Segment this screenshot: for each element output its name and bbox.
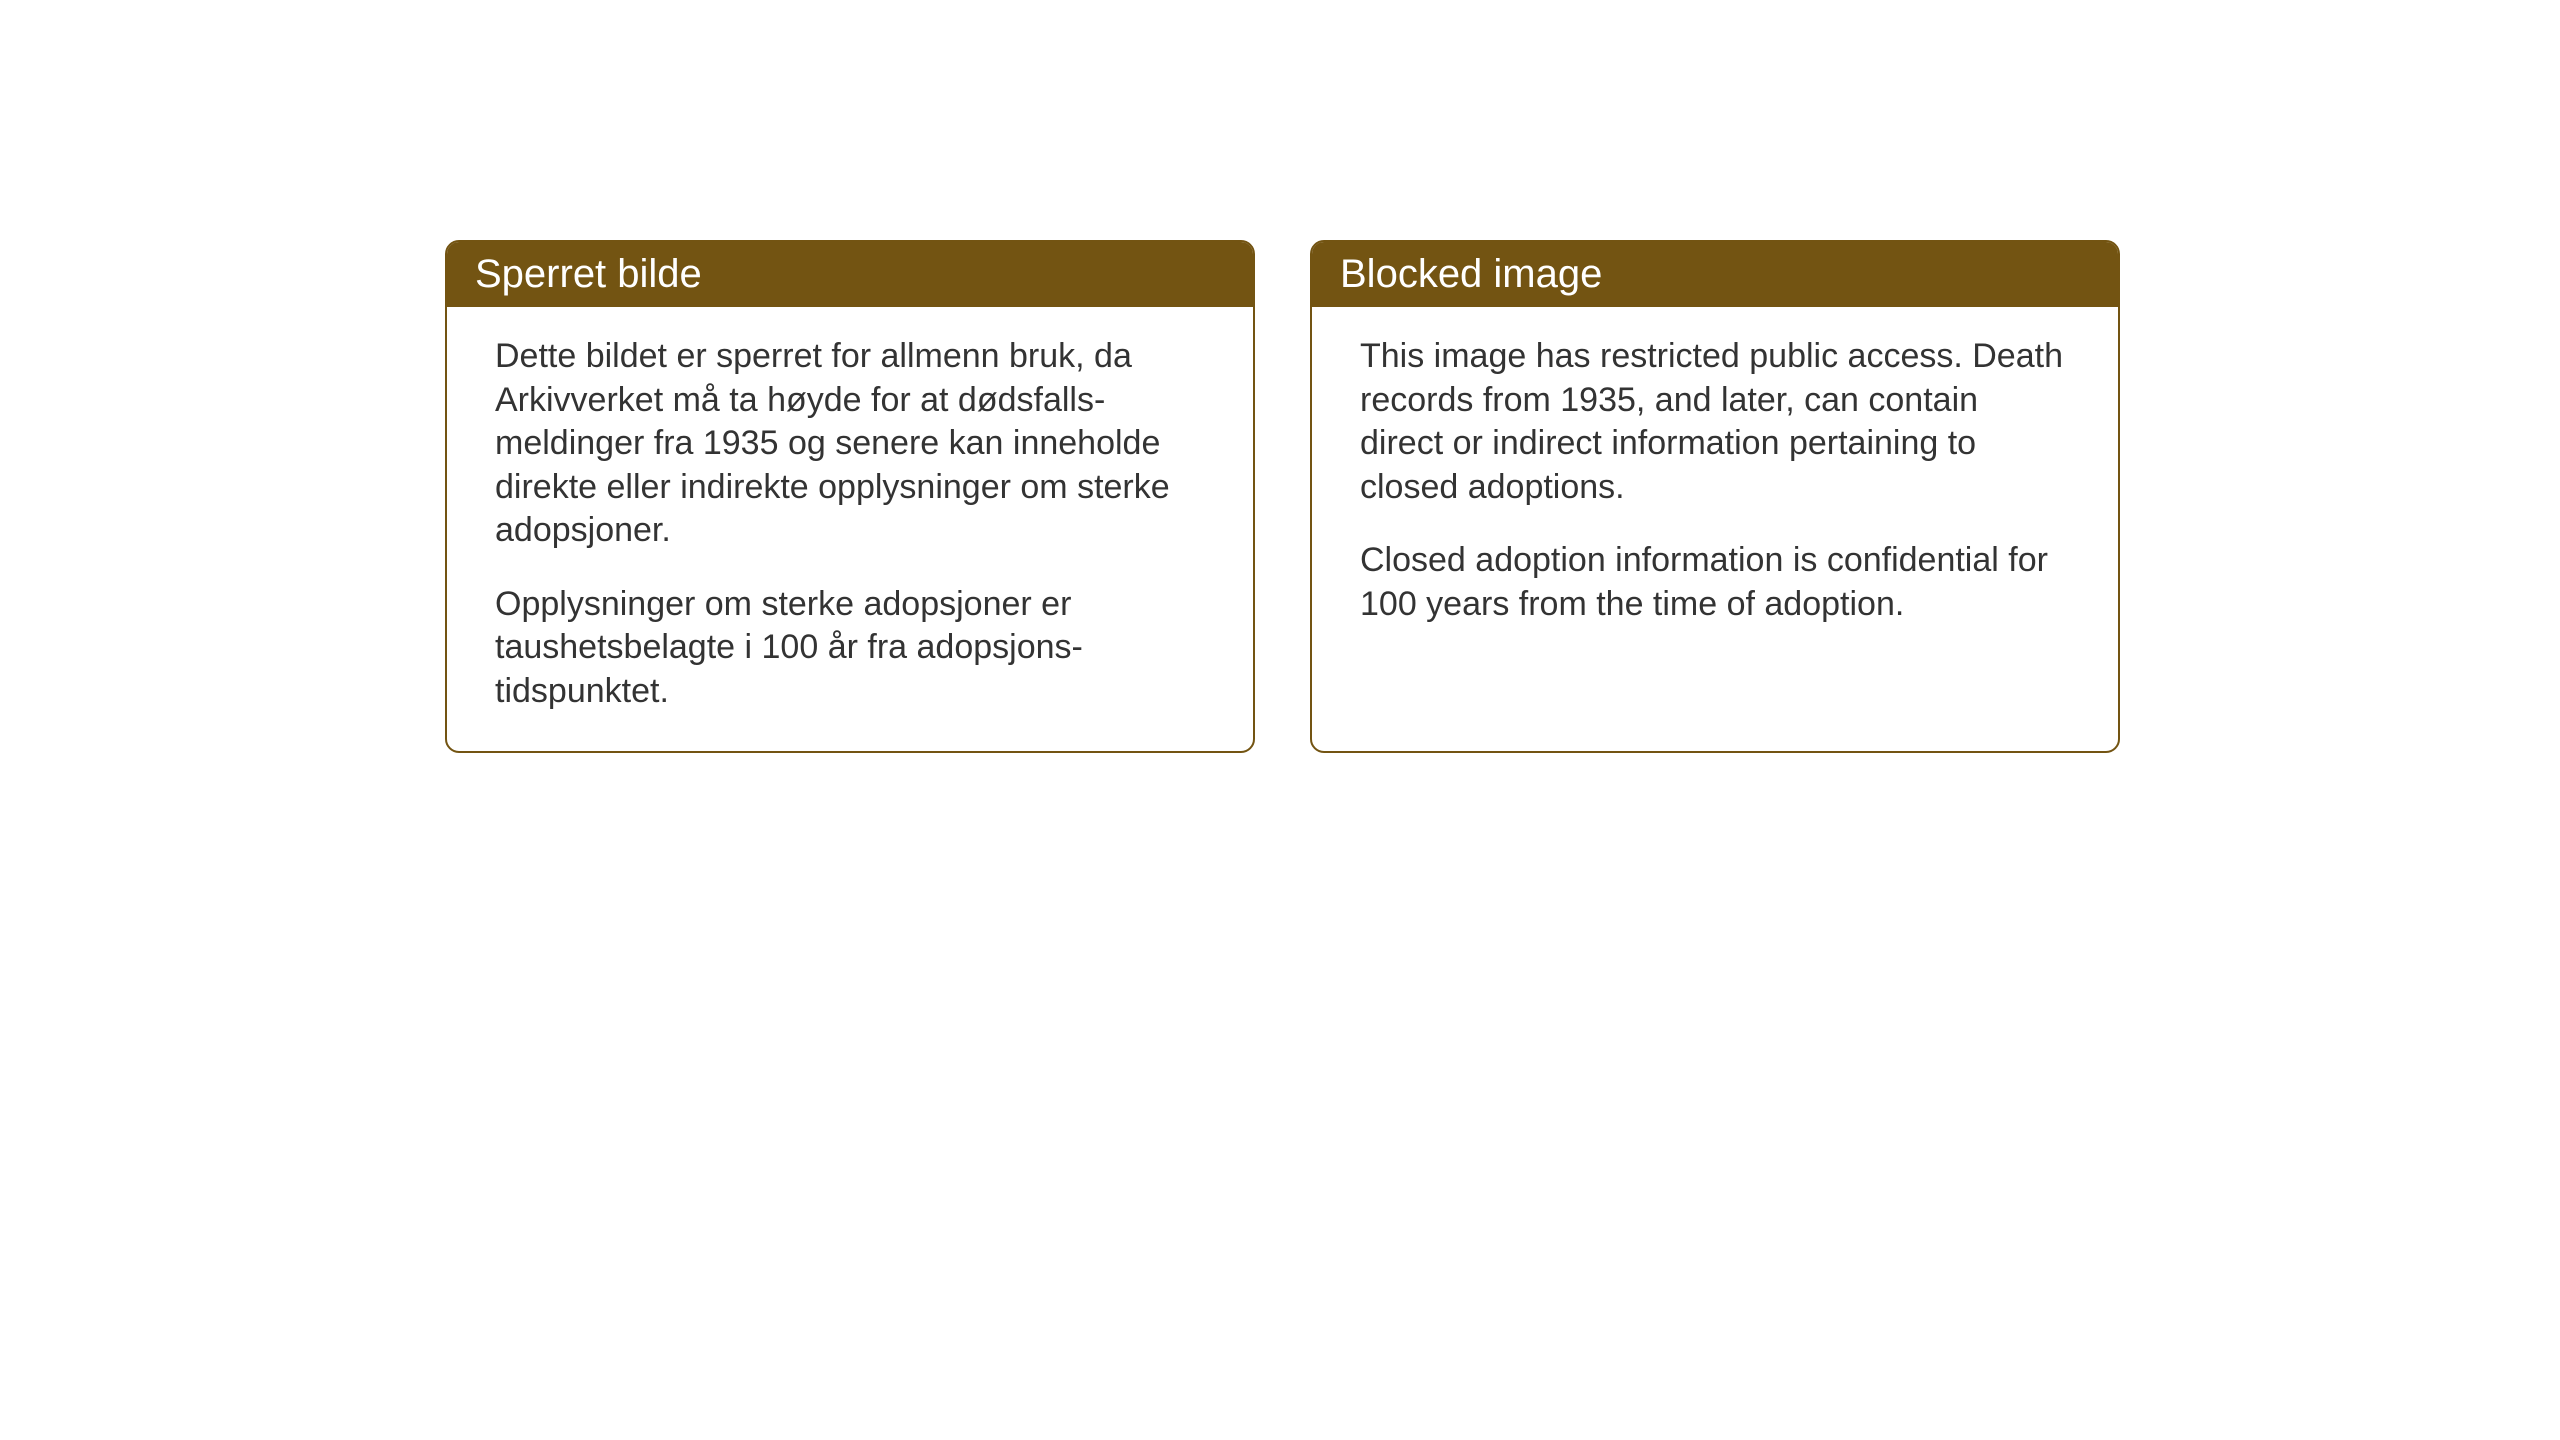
norwegian-paragraph-1: Dette bildet er sperret for allmenn bruk… (495, 335, 1205, 553)
notice-container: Sperret bilde Dette bildet er sperret fo… (445, 240, 2120, 753)
english-card: Blocked image This image has restricted … (1310, 240, 2120, 753)
norwegian-card-title: Sperret bilde (475, 252, 702, 296)
norwegian-paragraph-2: Opplysninger om sterke adopsjoner er tau… (495, 583, 1205, 714)
norwegian-card-body: Dette bildet er sperret for allmenn bruk… (447, 307, 1253, 751)
english-paragraph-2: Closed adoption information is confident… (1360, 539, 2070, 626)
norwegian-card-header: Sperret bilde (447, 242, 1253, 307)
english-card-title: Blocked image (1340, 252, 1602, 296)
english-paragraph-1: This image has restricted public access.… (1360, 335, 2070, 509)
english-card-header: Blocked image (1312, 242, 2118, 307)
norwegian-card: Sperret bilde Dette bildet er sperret fo… (445, 240, 1255, 753)
english-card-body: This image has restricted public access.… (1312, 307, 2118, 664)
